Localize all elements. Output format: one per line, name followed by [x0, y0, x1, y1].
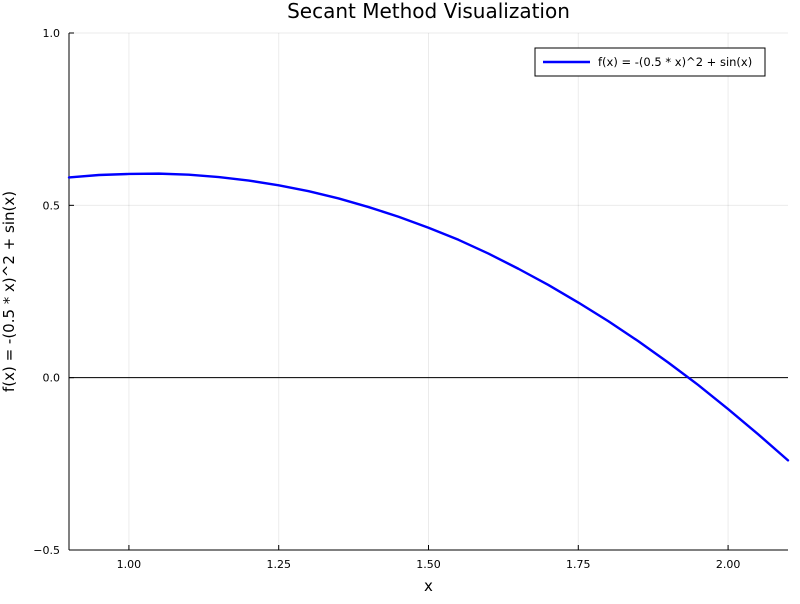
x-tick-label: 1.00 — [117, 558, 142, 571]
y-axis-label: f(x) = -(0.5 * x)^2 + sin(x) — [0, 191, 18, 392]
chart-title: Secant Method Visualization — [287, 0, 570, 23]
legend-label: f(x) = -(0.5 * x)^2 + sin(x) — [598, 55, 752, 69]
labels-layer: 1.00 1.25 1.50 1.75 2.00 −0.5 0.0 0.5 1.0 Secant … — [0, 0, 740, 595]
x-tick-label: 1.25 — [266, 558, 291, 571]
x-tick-label: 1.50 — [416, 558, 441, 571]
y-tick-label: 0.5 — [43, 199, 61, 212]
series-layer — [67, 172, 790, 462]
series-line — [67, 172, 790, 462]
legend: f(x) = -(0.5 * x)^2 + sin(x) — [534, 47, 766, 77]
x-tick-label: 2.00 — [716, 558, 741, 571]
axes-layer — [68, 32, 788, 551]
x-tick-label: 1.75 — [566, 558, 591, 571]
y-tick-label: 1.0 — [43, 27, 61, 40]
x-axis-label: x — [424, 577, 433, 595]
y-tick-label: −0.5 — [33, 544, 60, 557]
y-tick-label: 0.0 — [43, 372, 61, 385]
